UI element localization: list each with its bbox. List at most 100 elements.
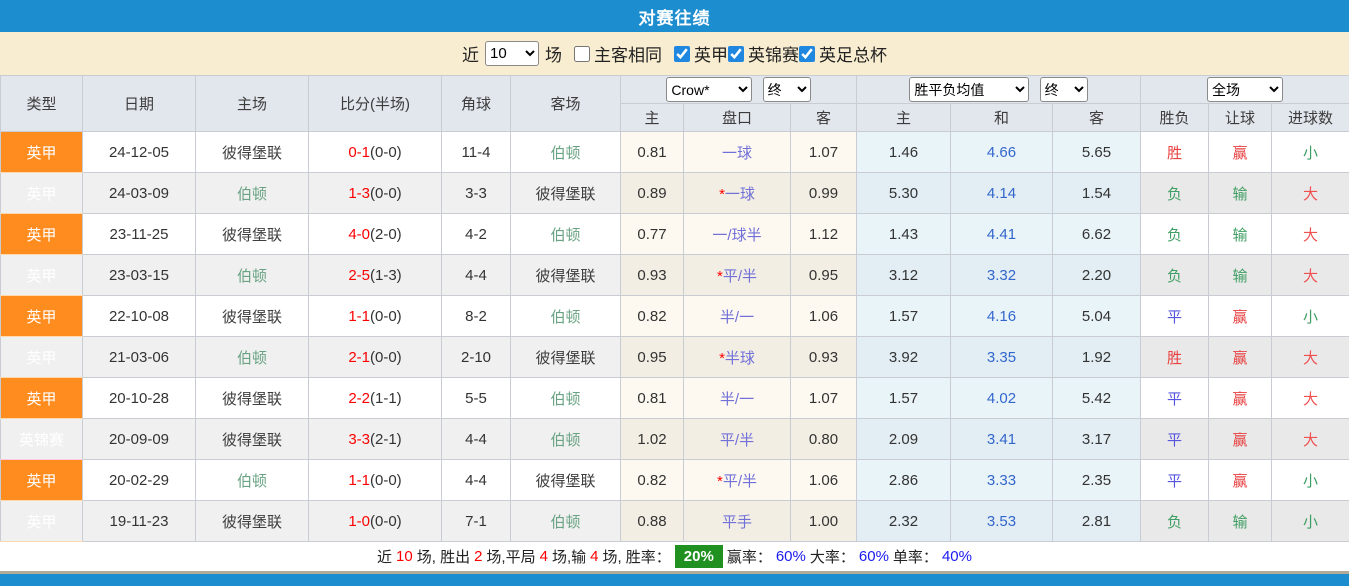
avg-away-odds-cell: 5.65 — [1053, 132, 1141, 173]
home-team-cell: 伯顿 — [196, 337, 309, 378]
handicap-cell: 平/半 — [684, 419, 791, 460]
score-cell: 4-0(2-0) — [309, 214, 442, 255]
league-filter-1: 英锦赛 — [728, 41, 799, 66]
avg-home-odds-cell: 5.30 — [857, 173, 951, 214]
halftime-score: (1-3) — [370, 267, 402, 284]
filter-bar: 近 10 场 主客相同 英甲 英锦赛 英足总杯 — [0, 32, 1349, 75]
handicap-label: 半/一 — [720, 391, 754, 408]
type-badge-cell: 英甲 — [1, 501, 83, 542]
league-filter-2: 英足总杯 — [799, 41, 887, 66]
summary-bar: 近 10 场, 胜出 2 场,平局 4 场,输 4 场, 胜率： 20% 赢率：… — [0, 542, 1349, 571]
bookmaker-select[interactable]: Crow* — [666, 77, 752, 102]
summary-losses-label: 场,输 — [552, 546, 586, 567]
corners-cell: 5-5 — [442, 378, 511, 419]
handicap-result-cell: 输 — [1209, 173, 1272, 214]
result-cell: 负 — [1141, 501, 1209, 542]
handicap-result-cell: 赢 — [1209, 132, 1272, 173]
type-badge-cell: 英甲 — [1, 173, 83, 214]
avg-away-odds-cell: 1.92 — [1053, 337, 1141, 378]
result-cell: 胜 — [1141, 337, 1209, 378]
handicap-result-cell: 赢 — [1209, 296, 1272, 337]
bottom-blue-bar — [0, 574, 1349, 586]
home-team-cell: 伯顿 — [196, 173, 309, 214]
away-team-cell: 伯顿 — [511, 419, 621, 460]
handicap-odds-away-cell: 1.00 — [791, 501, 857, 542]
summary-wins-label: 场, 胜出 — [417, 546, 470, 567]
sub-header-avg-away: 客 — [1053, 104, 1141, 132]
goals-cell: 小 — [1272, 132, 1349, 173]
handicap-odds-home-cell: 0.82 — [621, 296, 684, 337]
fa-cup-checkbox[interactable] — [799, 46, 815, 62]
bookmaker-state-select[interactable]: 终 — [763, 77, 811, 102]
avg-home-odds-cell: 2.32 — [857, 501, 951, 542]
date-cell: 24-12-05 — [83, 132, 196, 173]
handicap-label: 平/半 — [723, 473, 757, 490]
efl-trophy-checkbox[interactable] — [728, 46, 744, 62]
avg-draw-odds-cell: 4.41 — [951, 214, 1053, 255]
halftime-score: (0-0) — [370, 308, 402, 325]
avg-odds-select[interactable]: 胜平负均值 — [909, 77, 1029, 102]
handicap-label: 一/球半 — [712, 227, 761, 244]
win-rate-badge: 20% — [675, 545, 723, 568]
corners-cell: 8-2 — [442, 296, 511, 337]
handicap-odds-away-cell: 0.99 — [791, 173, 857, 214]
handicap-odds-away-cell: 0.95 — [791, 255, 857, 296]
avg-away-odds-cell: 5.42 — [1053, 378, 1141, 419]
handicap-result-cell: 赢 — [1209, 419, 1272, 460]
handicap-result-cell: 赢 — [1209, 378, 1272, 419]
home-team-cell: 彼得堡联 — [196, 419, 309, 460]
fulltime-score: 4-0 — [348, 226, 370, 243]
away-team-cell: 彼得堡联 — [511, 173, 621, 214]
fulltime-score: 1-0 — [348, 513, 370, 530]
league-one-checkbox[interactable] — [674, 46, 690, 62]
same-venue-checkbox[interactable] — [574, 46, 590, 62]
match-row: 英甲 19-11-23 彼得堡联 1-0(0-0) 7-1 伯顿 0.88 平手… — [1, 501, 1349, 542]
handicap-cell: 一球 — [684, 132, 791, 173]
corners-cell: 4-4 — [442, 255, 511, 296]
avg-home-odds-cell: 1.57 — [857, 378, 951, 419]
handicap-odds-away-cell: 0.80 — [791, 419, 857, 460]
date-cell: 24-03-09 — [83, 173, 196, 214]
match-row: 英甲 23-11-25 彼得堡联 4-0(2-0) 4-2 伯顿 0.77 一/… — [1, 214, 1349, 255]
single-rate-value: 40% — [942, 548, 972, 565]
fulltime-score: 0-1 — [348, 144, 370, 161]
handicap-odds-home-cell: 0.81 — [621, 378, 684, 419]
match-count-select[interactable]: 10 — [485, 41, 539, 66]
fulltime-score: 2-5 — [348, 267, 370, 284]
handicap-odds-group-header: Crow* 终 — [621, 76, 857, 104]
scope-select[interactable]: 全场 — [1207, 77, 1283, 102]
handicap-label: 平/半 — [720, 432, 754, 449]
avg-state-select[interactable]: 终 — [1040, 77, 1088, 102]
handicap-rate-value: 60% — [776, 548, 806, 565]
halftime-score: (2-0) — [370, 226, 402, 243]
same-venue-label: 主客相同 — [594, 41, 662, 66]
goals-cell: 大 — [1272, 214, 1349, 255]
match-row: 英甲 23-03-15 伯顿 2-5(1-3) 4-4 彼得堡联 0.93 *平… — [1, 255, 1349, 296]
corners-cell: 4-4 — [442, 419, 511, 460]
handicap-odds-away-cell: 1.06 — [791, 460, 857, 501]
fulltime-score: 2-1 — [348, 349, 370, 366]
handicap-odds-home-cell: 0.77 — [621, 214, 684, 255]
title-bar: 对赛往绩 — [0, 0, 1349, 32]
result-cell: 负 — [1141, 173, 1209, 214]
avg-home-odds-cell: 1.46 — [857, 132, 951, 173]
result-cell: 胜 — [1141, 132, 1209, 173]
type-badge-cell: 英甲 — [1, 255, 83, 296]
result-cell: 负 — [1141, 214, 1209, 255]
col-header-home: 主场 — [196, 76, 309, 132]
handicap-cell: *平/半 — [684, 460, 791, 501]
halftime-score: (0-0) — [370, 349, 402, 366]
avg-draw-odds-cell: 3.33 — [951, 460, 1053, 501]
goals-cell: 小 — [1272, 501, 1349, 542]
handicap-odds-away-cell: 1.07 — [791, 378, 857, 419]
fa-cup-label: 英足总杯 — [819, 41, 887, 66]
score-cell: 1-1(0-0) — [309, 296, 442, 337]
match-row: 英甲 21-03-06 伯顿 2-1(0-0) 2-10 彼得堡联 0.95 *… — [1, 337, 1349, 378]
home-team-cell: 彼得堡联 — [196, 501, 309, 542]
fulltime-score: 1-3 — [348, 185, 370, 202]
efl-trophy-label: 英锦赛 — [748, 41, 799, 66]
home-team-cell: 彼得堡联 — [196, 378, 309, 419]
same-venue-filter: 主客相同 — [574, 41, 662, 66]
league-one-label: 英甲 — [694, 41, 728, 66]
match-row: 英甲 20-10-28 彼得堡联 2-2(1-1) 5-5 伯顿 0.81 半/… — [1, 378, 1349, 419]
